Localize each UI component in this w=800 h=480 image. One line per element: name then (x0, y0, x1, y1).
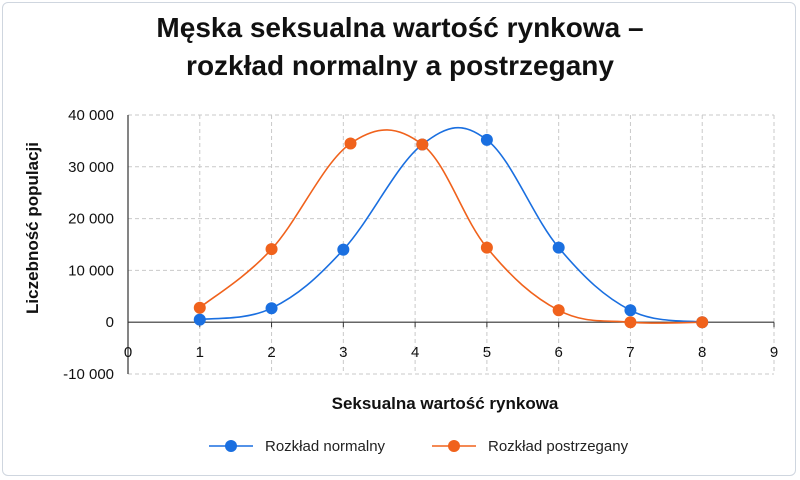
chart-title-line-1: Męska seksualna wartość rynkowa – (156, 12, 643, 43)
series-2-point (416, 138, 429, 151)
series-1-point (337, 243, 350, 256)
x-axis-title: Seksualna wartość rynkowa (332, 394, 559, 413)
legend-label-2: Rozkład postrzegany (488, 438, 629, 455)
series (193, 126, 709, 329)
y-tick-label: -10 000 (63, 366, 114, 383)
series-2-point (480, 241, 493, 254)
axes (127, 115, 775, 374)
legend-marker-1 (225, 440, 237, 452)
series-1-point (624, 304, 637, 317)
y-tick-label: 30 000 (68, 159, 114, 176)
grid (128, 114, 775, 375)
series-1-point (193, 313, 206, 326)
y-tick-label: 0 (106, 314, 114, 331)
series-2-point (552, 304, 565, 317)
y-tick-label: 20 000 (68, 211, 114, 228)
series-2-point (265, 243, 278, 256)
legend-marker-2 (448, 440, 460, 452)
series-line-2 (199, 129, 703, 324)
x-tick-label: 7 (626, 344, 634, 361)
y-tick-label: 10 000 (68, 262, 114, 279)
series-2-point (193, 301, 206, 314)
x-tick-label: 1 (196, 344, 204, 361)
legend-label-1: Rozkład normalny (265, 438, 386, 455)
x-tick-label: 8 (698, 344, 706, 361)
x-tick-label: 2 (267, 344, 275, 361)
series-1-point (480, 133, 493, 146)
x-tick-label: 6 (554, 344, 562, 361)
legend: Rozkład normalny Rozkład postrzegany (209, 438, 629, 455)
series-line-1 (199, 126, 703, 323)
y-tick-label: 40 000 (68, 107, 114, 124)
x-tick-label: 3 (339, 344, 347, 361)
series-2-point (624, 316, 637, 329)
y-tick-labels: 40 000 30 000 20 000 10 000 0 -10 000 (63, 107, 114, 383)
x-tick-label: 9 (770, 344, 778, 361)
x-tick-label: 0 (124, 344, 132, 361)
series-2-point (696, 316, 709, 329)
x-tick-labels: 0 1 2 3 4 5 6 7 8 9 (124, 344, 778, 361)
x-tick-label: 4 (411, 344, 419, 361)
series-1-point (265, 302, 278, 315)
series-1-point (552, 241, 565, 254)
y-axis-title: Liczebność populacji (23, 142, 42, 314)
x-tick-label: 5 (483, 344, 491, 361)
chart-title-line-2: rozkład normalny a postrzegany (186, 50, 614, 81)
series-2-point (344, 137, 357, 150)
